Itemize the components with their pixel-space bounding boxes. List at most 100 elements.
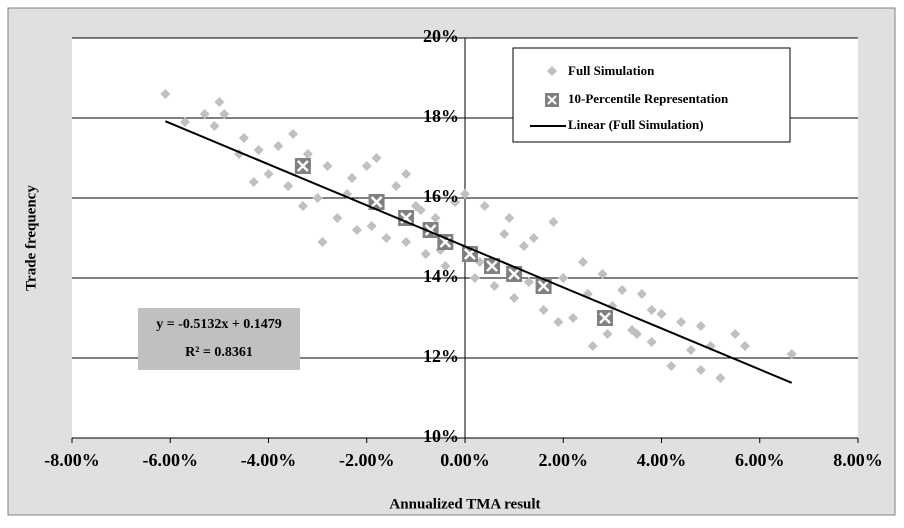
point xyxy=(238,133,249,143)
x-tick-label: -6.00% xyxy=(143,450,199,470)
x-tick-label: -8.00% xyxy=(44,450,100,470)
percentile-point xyxy=(506,266,523,282)
point xyxy=(460,189,470,199)
point xyxy=(248,177,259,187)
point xyxy=(489,281,500,291)
point xyxy=(499,229,510,239)
point xyxy=(636,289,647,299)
point xyxy=(597,269,608,279)
percentile-cross xyxy=(486,260,498,272)
legend-label: Full Simulation xyxy=(568,63,655,78)
trend-line xyxy=(164,120,793,384)
point xyxy=(347,173,358,183)
point xyxy=(273,141,284,151)
equation: y = -0.5132x + 0.1479 xyxy=(156,317,282,332)
point xyxy=(288,129,299,139)
percentile-point xyxy=(484,258,501,274)
point xyxy=(283,181,294,191)
point xyxy=(577,257,588,267)
point xyxy=(297,201,308,211)
point xyxy=(401,237,412,247)
x-tick-label: 8.00% xyxy=(833,450,883,470)
point xyxy=(209,121,220,131)
point xyxy=(214,97,225,107)
point xyxy=(656,309,667,319)
marks xyxy=(160,89,797,384)
percentile-point xyxy=(294,158,311,174)
point xyxy=(371,153,382,163)
point xyxy=(504,213,515,223)
percentile-point xyxy=(398,210,415,226)
point xyxy=(366,221,377,231)
y-tick-label: 14% xyxy=(423,266,459,286)
point xyxy=(332,213,343,223)
point xyxy=(558,273,569,283)
legend-label: Linear (Full Simulation) xyxy=(568,117,704,132)
legend: Full Simulation 10-Percentile Representa… xyxy=(512,47,791,143)
percentile-cross xyxy=(599,312,611,324)
x-tick-label: 4.00% xyxy=(637,450,687,470)
point xyxy=(548,217,559,227)
point xyxy=(179,117,190,127)
y-tick-label: 16% xyxy=(423,186,459,206)
x-tick-label: -2.00% xyxy=(339,450,395,470)
point xyxy=(587,341,598,351)
point xyxy=(646,305,657,315)
y-tick-label: 20% xyxy=(423,26,459,46)
y-tick-label: 10% xyxy=(423,426,459,446)
equation-box xyxy=(138,308,300,370)
point xyxy=(730,329,741,339)
legend-marker xyxy=(547,66,557,76)
point xyxy=(518,241,529,251)
x-tick-label: 2.00% xyxy=(539,450,589,470)
point xyxy=(391,181,402,191)
point xyxy=(312,193,323,203)
point xyxy=(381,233,392,243)
point xyxy=(263,169,274,179)
r-squared: R² = 0.8361 xyxy=(185,345,253,360)
percentile-point xyxy=(597,310,614,326)
legend-label: 10-Percentile Representation xyxy=(568,91,729,106)
point xyxy=(351,225,362,235)
point xyxy=(430,213,441,223)
point xyxy=(160,89,171,99)
point xyxy=(666,361,677,371)
x-axis-title: Annualized TMA result xyxy=(389,496,540,512)
point xyxy=(646,337,657,347)
point xyxy=(631,329,642,339)
percentile-cross xyxy=(297,160,309,172)
point xyxy=(469,273,480,283)
point xyxy=(253,145,264,155)
point xyxy=(676,317,687,327)
point xyxy=(553,317,564,327)
point xyxy=(440,261,451,271)
percentile-point xyxy=(535,278,552,294)
point xyxy=(568,313,579,323)
point xyxy=(199,109,210,119)
point xyxy=(740,341,751,351)
point xyxy=(695,321,706,331)
y-tick-label: 18% xyxy=(423,106,459,126)
point xyxy=(538,305,549,315)
y-axis-title: Trade frequency xyxy=(23,185,39,291)
point xyxy=(602,329,613,339)
point xyxy=(317,237,328,247)
point xyxy=(415,205,426,215)
x-tick-label: 0.00% xyxy=(440,450,490,470)
point xyxy=(302,149,313,159)
point xyxy=(420,249,431,259)
percentile-point xyxy=(368,194,385,210)
legend-marker xyxy=(547,95,557,105)
point xyxy=(479,201,490,211)
y-tick-label: 12% xyxy=(423,346,459,366)
point xyxy=(322,161,333,171)
point xyxy=(715,373,726,383)
point xyxy=(523,277,534,287)
point xyxy=(509,293,520,303)
point xyxy=(219,109,230,119)
percentile-cross xyxy=(370,196,383,208)
point xyxy=(617,285,628,295)
x-tick-label: -4.00% xyxy=(241,450,297,470)
point xyxy=(361,161,372,171)
